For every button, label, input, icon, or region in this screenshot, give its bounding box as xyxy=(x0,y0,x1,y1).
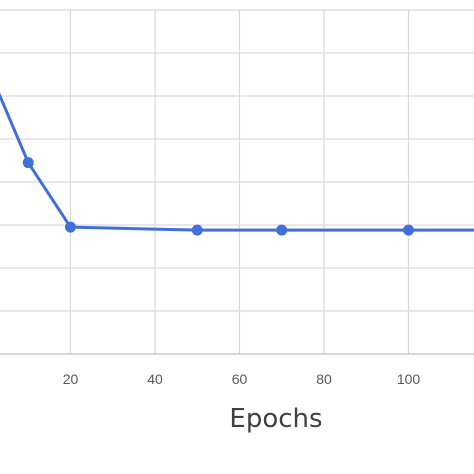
x-tick-label: 40 xyxy=(147,371,163,387)
series-group xyxy=(0,92,474,236)
series-line xyxy=(0,92,474,232)
x-tick-labels: 20 40 60 80 100 xyxy=(63,371,421,387)
data-point xyxy=(191,224,203,236)
x-tick-label: 60 xyxy=(232,371,248,387)
data-point xyxy=(65,221,76,233)
x-axis-title: Epochs xyxy=(229,404,322,434)
gridlines xyxy=(0,9,474,354)
x-tick-label: 80 xyxy=(316,371,332,387)
data-point xyxy=(276,224,288,236)
data-point xyxy=(403,224,414,236)
x-tick-label: 100 xyxy=(397,371,421,387)
data-point xyxy=(22,157,34,169)
x-tick-label: 20 xyxy=(63,371,79,387)
